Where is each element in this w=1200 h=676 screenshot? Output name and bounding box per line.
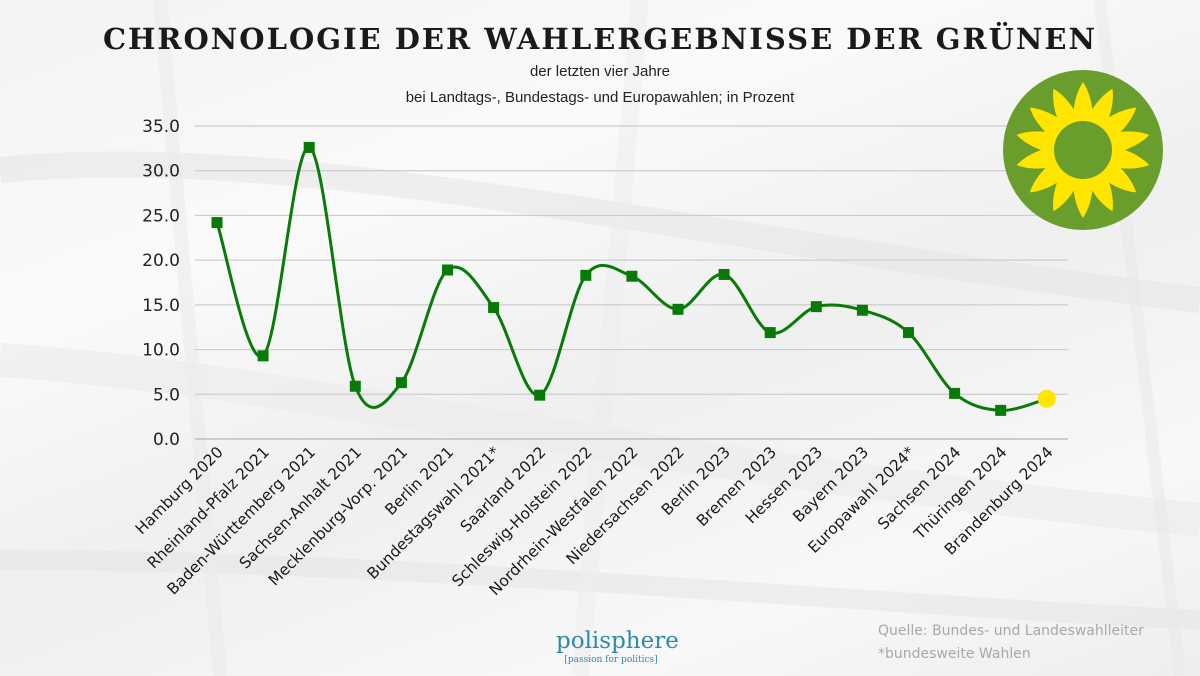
data-point xyxy=(903,327,914,339)
data-point xyxy=(580,269,592,281)
x-tick-label: Sachsen 2024 xyxy=(874,443,964,533)
data-point xyxy=(718,268,730,280)
data-point xyxy=(211,217,223,229)
data-point xyxy=(395,377,407,389)
x-tick-label: Bremen 2023 xyxy=(693,443,780,530)
source-note: Quelle: Bundes- und Landeswahlleiter *bu… xyxy=(878,620,1144,666)
y-tick-label: 5.0 xyxy=(153,385,180,405)
footnote-text: *bundesweite Wahlen xyxy=(878,646,1031,662)
brand-tagline: [passion for politics] xyxy=(564,655,658,665)
y-tick-label: 10.0 xyxy=(142,341,180,361)
data-point xyxy=(442,264,453,276)
series-line xyxy=(215,145,1048,412)
chart-subtitle-line2: bei Landtags-, Bundestags- und Europawah… xyxy=(405,89,795,106)
y-tick-label: 20.0 xyxy=(142,251,180,271)
data-point xyxy=(949,387,961,399)
sunflower-icon xyxy=(1003,70,1163,230)
y-tick-label: 35.0 xyxy=(142,117,180,137)
data-point xyxy=(257,350,269,362)
data-point xyxy=(672,303,684,315)
chart-subtitle-line1: der letzten vier Jahre xyxy=(529,63,671,80)
data-point xyxy=(488,302,500,314)
y-tick-label: 30.0 xyxy=(142,162,180,182)
brand-name: polisphere xyxy=(556,628,679,654)
source-text: Quelle: Bundes- und Landeswahlleiter xyxy=(878,623,1144,639)
chart-title: CHRONOLOGIE DER WAHLERGEBNISSE DER GRÜNE… xyxy=(102,22,1098,56)
data-point-highlight xyxy=(1037,389,1056,408)
data-point xyxy=(626,270,638,282)
data-point xyxy=(995,404,1007,416)
data-point xyxy=(534,389,546,401)
brand-logo: polisphere [passion for politics] xyxy=(556,628,679,666)
data-point xyxy=(856,304,868,316)
y-tick-label: 25.0 xyxy=(142,206,180,226)
data-point xyxy=(303,141,315,153)
y-tick-label: 0.0 xyxy=(153,430,180,450)
data-point xyxy=(764,327,776,339)
y-tick-label: 15.0 xyxy=(142,296,180,316)
data-point xyxy=(810,301,822,313)
data-point xyxy=(349,380,361,392)
